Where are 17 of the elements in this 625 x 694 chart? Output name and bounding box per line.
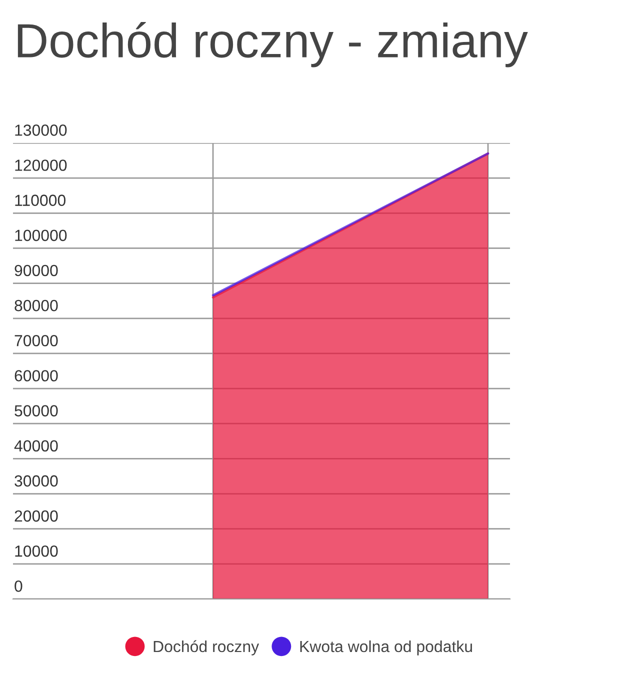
y-tick-label: 100000 <box>15 230 67 242</box>
y-tick-label: 60000 <box>14 370 58 382</box>
y-tick-label: 80000 <box>14 300 58 312</box>
legend-label: Kwota wolna od podatku <box>300 640 472 656</box>
y-tick-label: 30000 <box>14 475 58 487</box>
y-tick-label: 120000 <box>15 160 67 171</box>
y-tick-label: 50000 <box>14 405 58 416</box>
y-tick-label: 10000 <box>15 545 58 557</box>
y-tick-label: 70000 <box>14 334 58 346</box>
y-tick-label: 0 <box>14 580 22 592</box>
y-tick-label: 130000 <box>15 124 67 136</box>
legend-label: Dochód roczny <box>154 640 260 656</box>
chart-title: Dochód roczny - zmiany <box>18 22 528 68</box>
y-tick-label: 40000 <box>14 440 58 452</box>
y-tick-label: 20000 <box>14 510 58 522</box>
y-tick-label: 90000 <box>14 264 58 276</box>
y-tick-label: 110000 <box>15 194 66 206</box>
